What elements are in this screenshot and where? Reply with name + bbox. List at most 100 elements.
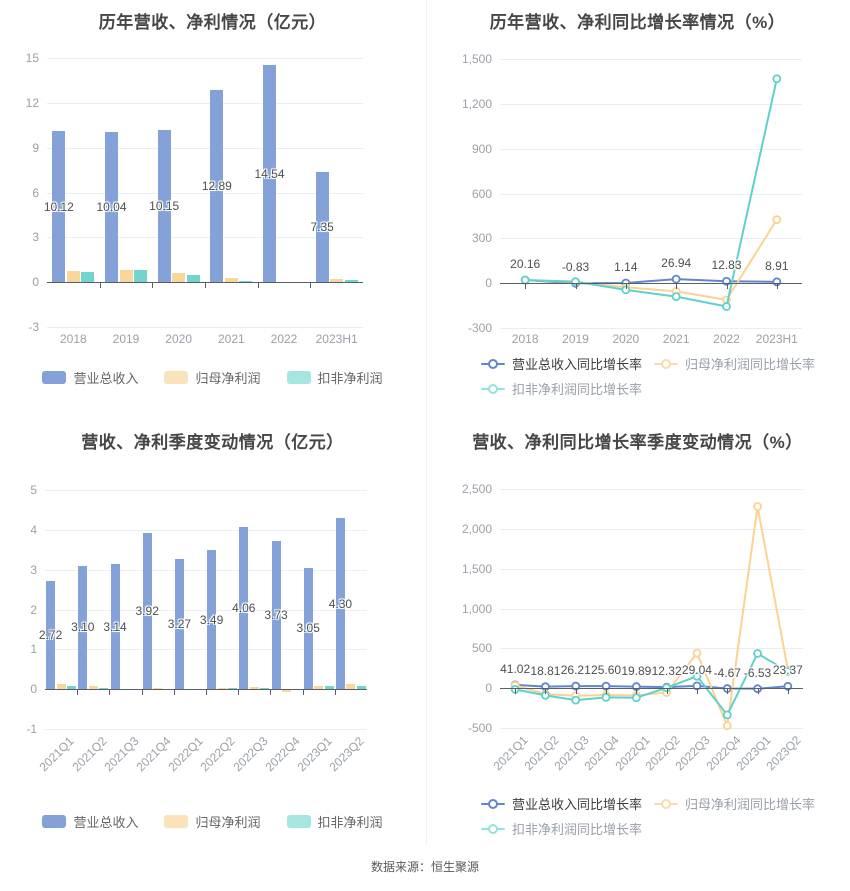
grid-line	[500, 238, 802, 240]
bar-series-0[interactable]	[52, 130, 66, 283]
legend-item-1[interactable]: 归母净利润同比增长率	[654, 794, 815, 813]
chart-panel-annual-revenue: 历年营收、净利情况（亿元） 15 12 9 6 3 0 -3 2018 2019 2020 2021…	[0, 0, 425, 420]
bar-series-0[interactable]	[335, 517, 345, 690]
data-point-marker[interactable]	[722, 302, 731, 311]
data-point-marker[interactable]	[753, 502, 762, 511]
bar-series-2[interactable]	[186, 274, 200, 283]
x-axis-label: 2018	[511, 332, 539, 346]
data-point-marker[interactable]	[722, 710, 732, 720]
bar-series-1[interactable]	[282, 689, 291, 693]
bar-series-1[interactable]	[119, 269, 133, 283]
bar-series-0[interactable]	[110, 564, 120, 690]
data-label: 3.14	[103, 619, 127, 634]
bar-series-1[interactable]	[346, 684, 356, 690]
legend-item-2[interactable]: 扣非净利润同比增长率	[481, 819, 642, 838]
data-point-marker[interactable]	[772, 215, 782, 225]
data-point-marker[interactable]	[631, 693, 641, 703]
bar-series-2[interactable]	[260, 687, 270, 690]
data-label: 12.83	[711, 258, 742, 273]
line-series-2[interactable]	[525, 78, 778, 308]
data-label: 20.16	[510, 257, 541, 272]
data-point-marker[interactable]	[783, 667, 793, 676]
legend-item-2[interactable]: 扣非净利润	[286, 812, 383, 831]
bar-series-1[interactable]	[153, 687, 163, 690]
grid-line	[500, 608, 803, 610]
bar-series-2[interactable]	[356, 685, 366, 690]
line-series-0[interactable]	[525, 278, 777, 285]
bar-series-1[interactable]	[172, 273, 186, 283]
bar-series-2[interactable]	[99, 687, 109, 690]
data-point-marker[interactable]	[753, 649, 762, 658]
bar-series-0[interactable]	[210, 89, 224, 283]
bar-series-1[interactable]	[314, 686, 324, 690]
chart-title: 历年营收、净利同比增长率情况（%）	[489, 13, 786, 32]
data-label: 23.37	[772, 663, 803, 678]
legend-item-2[interactable]: 扣非净利润同比增长率	[481, 379, 642, 398]
legend-item-1[interactable]: 归母净利润	[164, 812, 261, 831]
data-point-marker[interactable]	[671, 292, 681, 302]
grid-line	[500, 148, 802, 150]
bar-series-2[interactable]	[228, 687, 238, 690]
data-point-marker[interactable]	[671, 274, 681, 284]
data-point-marker[interactable]	[601, 692, 611, 702]
bar-series-1[interactable]	[330, 279, 344, 283]
data-point-marker[interactable]	[772, 74, 782, 84]
bar-series-1[interactable]	[249, 687, 259, 690]
legend-item-2[interactable]: 扣非净利润	[286, 368, 383, 387]
y-axis-tick-label: 3	[30, 562, 37, 577]
bar-series-0[interactable]	[303, 567, 313, 690]
legend-item-1[interactable]: 归母净利润	[164, 368, 261, 387]
bar-series-1[interactable]	[217, 687, 227, 690]
bar-series-0[interactable]	[263, 64, 276, 283]
bar-series-0[interactable]	[239, 527, 249, 690]
bar-series-0[interactable]	[142, 533, 152, 690]
bar-series-1[interactable]	[224, 278, 238, 283]
data-point-marker[interactable]	[571, 695, 581, 705]
bar-series-2[interactable]	[81, 271, 95, 283]
bar-series-2[interactable]	[239, 281, 253, 283]
bar-series-2[interactable]	[324, 686, 334, 690]
legend-item-1[interactable]: 归母净利润同比增长率	[654, 354, 815, 373]
x-axis-tick	[173, 690, 175, 696]
data-point-marker[interactable]	[692, 671, 702, 681]
bar-series-0[interactable]	[271, 540, 281, 690]
bar-series-1[interactable]	[56, 683, 66, 690]
legend-swatch	[164, 371, 189, 384]
x-axis-label: 2021	[217, 332, 245, 346]
legend-item-0[interactable]: 营业总收入	[42, 812, 138, 831]
data-label: -6.53	[743, 665, 772, 680]
bar-series-0[interactable]	[207, 550, 217, 690]
legend-ring-icon	[661, 798, 672, 809]
bar-series-0[interactable]	[174, 558, 184, 690]
x-axis-label: 2022Q2	[197, 734, 239, 775]
y-axis-tick-label: 2,500	[461, 482, 492, 496]
data-label: 12.89	[201, 178, 232, 193]
bar-series-2[interactable]	[67, 685, 77, 690]
bar-series-0[interactable]	[78, 565, 88, 690]
x-axis-label: 2020	[612, 332, 640, 346]
x-axis-tick	[726, 284, 728, 290]
data-label: 25.60	[591, 663, 622, 678]
bar-series-0[interactable]	[315, 172, 329, 283]
chart-title: 营收、净利同比增长率季度变动情况（%）	[472, 433, 803, 452]
data-point-marker[interactable]	[722, 721, 732, 731]
bar-series-0[interactable]	[157, 130, 171, 283]
legend-item-0[interactable]: 营业总收入同比增长率	[481, 794, 642, 813]
chart-panel-quarterly-revenue: 营收、净利季度变动情况（亿元） 5 4 3 2 1 0 -1 2021Q1 2021Q2 2021…	[0, 420, 425, 840]
legend-item-0[interactable]: 营业总收入同比增长率	[481, 354, 642, 373]
bar-series-2[interactable]	[344, 279, 358, 283]
line-series-1[interactable]	[514, 505, 789, 727]
bar-series-2[interactable]	[134, 270, 147, 283]
bar-series-1[interactable]	[66, 270, 80, 283]
bar-series-0[interactable]	[105, 132, 118, 283]
data-point-marker[interactable]	[692, 648, 702, 658]
bar-series-0[interactable]	[46, 580, 56, 690]
data-label: 19.89	[621, 663, 652, 678]
legend-item-0[interactable]: 营业总收入	[42, 368, 138, 387]
bar-series-1[interactable]	[88, 685, 98, 690]
data-label: -4.67	[713, 665, 741, 680]
x-axis-label: 2021	[662, 332, 690, 346]
legend-label: 归母净利润同比增长率	[685, 797, 816, 812]
y-axis-tick-label: -300	[467, 321, 492, 335]
line-series-2[interactable]	[514, 652, 789, 716]
